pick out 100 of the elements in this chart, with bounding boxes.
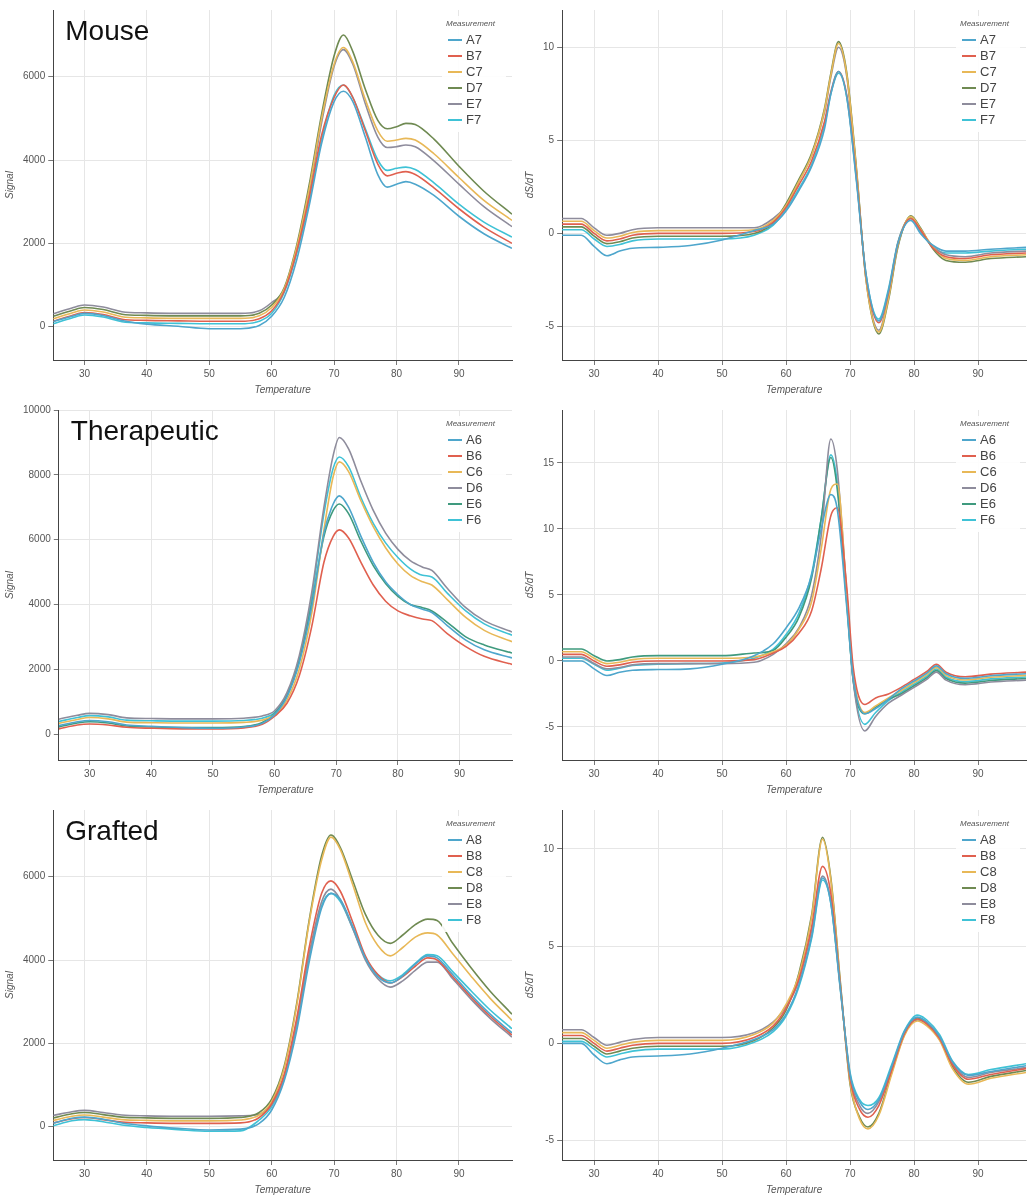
legend-label: A7	[980, 31, 996, 47]
y-tick-label: 8000	[28, 468, 52, 480]
legend-label: F6	[466, 511, 482, 527]
legend-label: D7	[466, 79, 483, 95]
legend-label: C6	[980, 463, 997, 479]
legend-label: D7	[980, 79, 997, 95]
legend-label: C6	[466, 463, 483, 479]
x-tick-label: 30	[78, 1167, 91, 1179]
legend-label: A8	[466, 831, 482, 847]
y-tick-label: 4000	[23, 953, 46, 965]
x-axis-title: Temperature	[254, 1183, 312, 1195]
legend-label: E6	[466, 495, 482, 511]
legend-label: E7	[466, 95, 482, 111]
legend-label: E7	[980, 95, 996, 111]
y-axis-title: dS/dT	[523, 170, 535, 199]
legend-label: D8	[466, 879, 483, 895]
x-tick-label: 40	[652, 367, 665, 379]
y-tick-label: 0	[548, 654, 555, 666]
legend-label: E8	[980, 895, 996, 911]
y-tick-label: 10000	[23, 403, 52, 415]
y-axis-title: Signal	[3, 970, 15, 999]
x-tick-label: 60	[266, 1167, 278, 1179]
chart-title: Mouse	[65, 14, 150, 46]
legend-label: B7	[980, 47, 996, 63]
y-tick-label: 0	[39, 320, 46, 332]
x-tick-label: 60	[780, 767, 793, 779]
x-tick-label: 70	[330, 767, 343, 779]
y-tick-label: 15	[543, 456, 555, 468]
legend-title: Measurement	[960, 19, 1010, 29]
x-tick-label: 90	[453, 1167, 465, 1179]
y-tick-label: 0	[39, 1120, 46, 1132]
y-tick-label: 0	[548, 1037, 555, 1049]
legend-label: B6	[980, 447, 996, 463]
x-axis-title: Temperature	[254, 383, 312, 395]
x-tick-label: 90	[454, 767, 466, 779]
legend-label: F8	[980, 911, 996, 927]
y-tick-label: 6000	[23, 870, 46, 882]
legend-label: F8	[466, 911, 482, 927]
x-tick-label: 90	[972, 1167, 985, 1179]
y-tick-label: 4000	[23, 153, 46, 165]
y-tick-label: 0	[45, 727, 52, 739]
y-tick-label: 5	[548, 134, 555, 146]
x-tick-label: 30	[588, 367, 601, 379]
legend-label: C7	[980, 63, 997, 79]
y-tick-label: 4000	[28, 598, 52, 610]
legend-label: D8	[980, 879, 997, 895]
y-tick-label: 2000	[23, 1037, 46, 1049]
x-tick-label: 80	[390, 367, 403, 379]
x-tick-label: 50	[716, 367, 729, 379]
legend-label: C8	[466, 863, 483, 879]
x-tick-label: 50	[203, 1167, 216, 1179]
x-tick-label: 50	[716, 767, 729, 779]
x-tick-label: 90	[972, 367, 985, 379]
x-tick-label: 40	[145, 767, 158, 779]
y-tick-label: 5	[548, 588, 555, 600]
legend-label: F7	[980, 111, 996, 127]
legend-label: A7	[466, 31, 482, 47]
legend-label: B7	[466, 47, 482, 63]
x-tick-label: 60	[269, 767, 281, 779]
x-tick-label: 80	[908, 1167, 921, 1179]
x-tick-label: 40	[141, 1167, 153, 1179]
x-tick-label: 70	[328, 367, 341, 379]
y-tick-label: 6000	[28, 533, 52, 545]
x-tick-label: 70	[844, 767, 857, 779]
legend-label: A6	[466, 431, 482, 447]
y-axis-title: Signal	[3, 570, 15, 599]
y-tick-label: -5	[545, 720, 555, 732]
chart-title: Grafted	[65, 814, 159, 846]
y-tick-label: 2000	[23, 237, 46, 249]
x-tick-label: 90	[972, 767, 985, 779]
x-tick-label: 40	[652, 767, 665, 779]
x-tick-label: 30	[84, 767, 96, 779]
legend-title: Measurement	[960, 819, 1010, 829]
legend-label: F7	[466, 111, 482, 127]
legend-label: B6	[466, 447, 482, 463]
legend-title: Measurement	[960, 419, 1010, 429]
legend-label: D6	[466, 479, 483, 495]
x-tick-label: 70	[328, 1167, 341, 1179]
legend-label: B8	[466, 847, 482, 863]
y-axis-title: Signal	[3, 170, 15, 199]
legend-label: E6	[980, 495, 996, 511]
legend-label: B8	[980, 847, 996, 863]
legend-label: A6	[980, 431, 996, 447]
x-tick-label: 80	[908, 767, 921, 779]
x-tick-label: 80	[390, 1167, 403, 1179]
y-axis-title: dS/dT	[523, 970, 535, 999]
x-tick-label: 40	[652, 1167, 665, 1179]
legend-label: C8	[980, 863, 997, 879]
legend-title: Measurement	[446, 819, 496, 829]
legend-label: F6	[980, 511, 996, 527]
y-tick-label: 2000	[28, 663, 52, 675]
y-tick-label: 5	[548, 939, 555, 951]
legend-label: C7	[466, 63, 483, 79]
x-tick-label: 80	[392, 767, 404, 779]
legend-title: Measurement	[446, 419, 496, 429]
y-tick-label: 10	[543, 842, 555, 854]
y-tick-label: 10	[543, 40, 555, 52]
x-axis-title: Temperature	[257, 783, 315, 795]
x-tick-label: 70	[844, 367, 857, 379]
y-tick-label: 0	[548, 227, 555, 239]
